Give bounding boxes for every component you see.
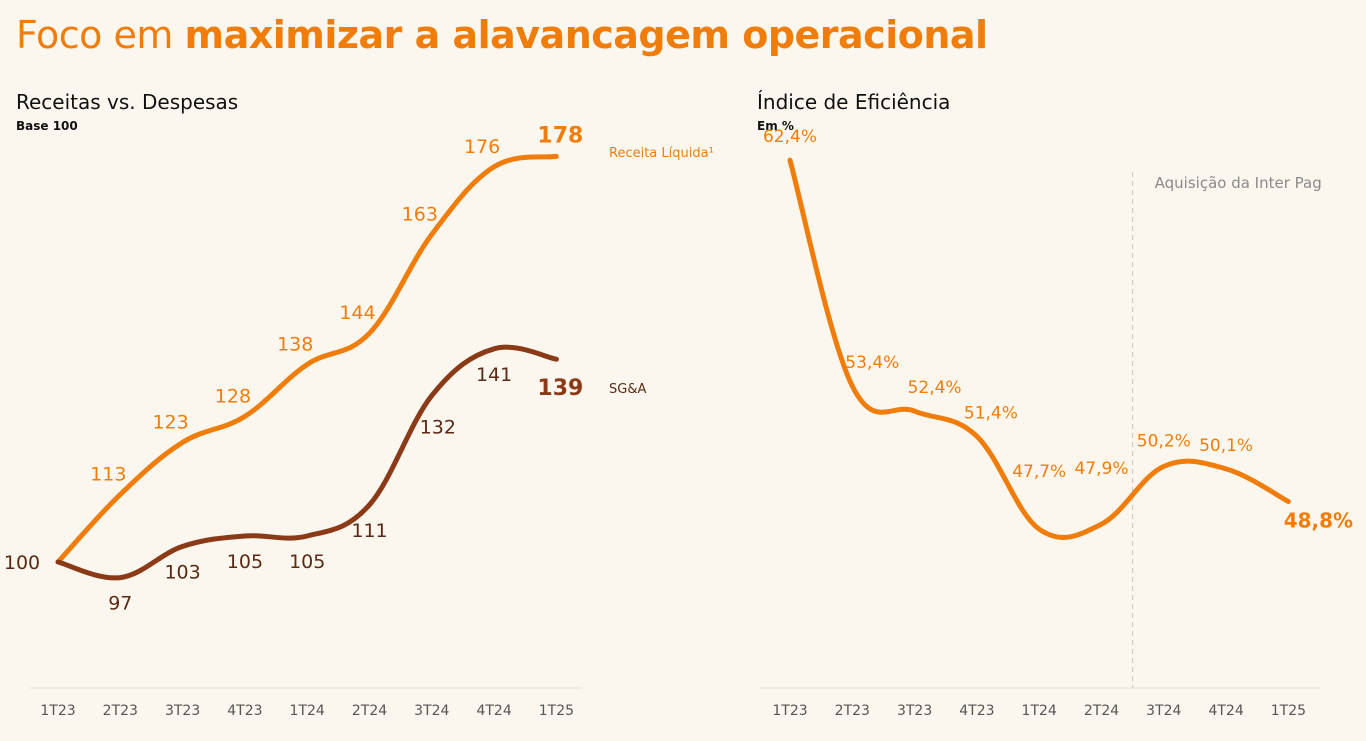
- efficiency-line: [787, 157, 1291, 540]
- revenue-data-label: 176: [464, 136, 500, 158]
- revenue-data-label: 123: [152, 411, 188, 433]
- acquisition-annotation: Aquisição da Inter Pag: [1155, 174, 1322, 192]
- left-x-tick-label: 2T23: [103, 703, 138, 719]
- revenue-data-label: 144: [339, 302, 375, 324]
- revenue-data-label: 178: [537, 123, 583, 148]
- sga-data-label: 111: [351, 520, 387, 542]
- efficiency-data-label: 52,4%: [908, 378, 962, 398]
- sga-data-label: 139: [537, 376, 583, 401]
- revenue-data-label: 138: [277, 333, 313, 355]
- sga-data-label: 141: [476, 364, 512, 386]
- right-x-tick-label: 4T24: [1208, 703, 1243, 719]
- sga-data-label: 103: [164, 561, 200, 583]
- efficiency-data-label: 53,4%: [845, 353, 899, 373]
- right-x-tick-label: 2T23: [835, 703, 870, 719]
- left-x-tick-label: 1T23: [40, 703, 75, 719]
- efficiency-data-label: 50,2%: [1137, 431, 1191, 451]
- sga-series-label: SG&A: [609, 382, 646, 397]
- revenue-data-label: 113: [90, 463, 126, 485]
- left-chart-title: Receitas vs. Despesas: [16, 90, 239, 114]
- right-chart-title: Índice de Eficiência: [757, 90, 951, 114]
- efficiency-data-label: 62,4%: [763, 127, 817, 147]
- revenue-series-label: Receita Líquida¹: [609, 146, 714, 161]
- right-x-tick-label: 3T23: [897, 703, 932, 719]
- revenue-data-label: 128: [215, 385, 251, 407]
- efficiency-data-label: 47,7%: [1012, 462, 1066, 482]
- sga-data-label: 105: [227, 551, 263, 573]
- efficiency-data-label: 48,8%: [1284, 509, 1353, 533]
- right-x-tick-label: 1T23: [772, 703, 807, 719]
- left-x-tick-label: 1T25: [539, 703, 574, 719]
- right-x-tick-label: 2T24: [1084, 703, 1119, 719]
- sga-data-label: 132: [420, 417, 456, 439]
- left-x-tick-label: 4T23: [227, 703, 262, 719]
- left-x-tick-label: 4T24: [476, 703, 511, 719]
- revenue-line: [55, 153, 559, 565]
- revenue-data-label: 163: [402, 203, 438, 225]
- left-x-tick-label: 1T24: [290, 703, 325, 719]
- right-chart-subtitle: Em %: [757, 119, 794, 133]
- page-title-bold: maximizar a alavancagem operacional: [184, 13, 988, 57]
- right-x-tick-label: 1T24: [1022, 703, 1057, 719]
- right-x-tick-label: 1T25: [1271, 703, 1306, 719]
- left-x-tick-label: 2T24: [352, 703, 387, 719]
- sga-line: [55, 344, 559, 581]
- efficiency-data-label: 50,1%: [1199, 436, 1253, 456]
- left-x-tick-label: 3T24: [414, 703, 449, 719]
- left-chart-subtitle: Base 100: [16, 119, 78, 133]
- page-title: Foco em maximizar a alavancagem operacio…: [16, 8, 988, 62]
- start-data-label: 100: [4, 552, 40, 574]
- sga-data-label: 105: [289, 551, 325, 573]
- right-x-tick-label: 3T24: [1146, 703, 1181, 719]
- page-title-light: Foco em: [16, 13, 173, 57]
- sga-data-label: 97: [108, 593, 132, 615]
- left-x-tick-label: 3T23: [165, 703, 200, 719]
- right-x-tick-label: 4T23: [959, 703, 994, 719]
- efficiency-data-label: 47,9%: [1074, 459, 1128, 479]
- efficiency-data-label: 51,4%: [964, 403, 1018, 423]
